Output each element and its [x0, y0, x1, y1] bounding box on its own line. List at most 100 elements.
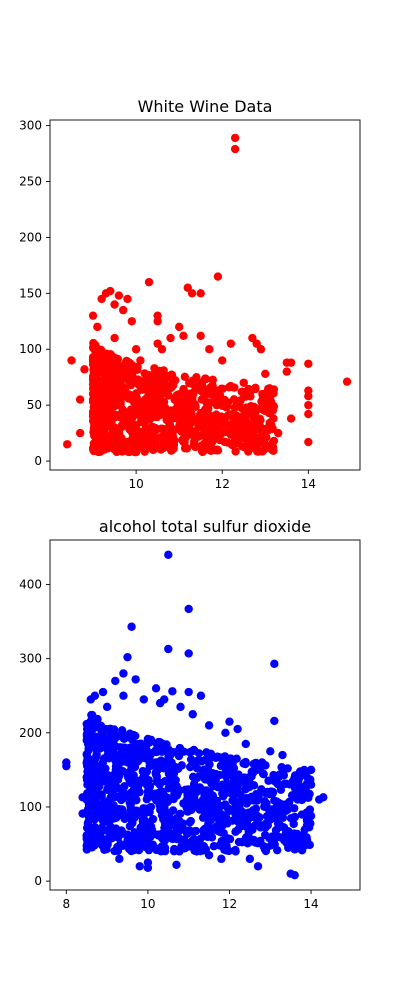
data-point	[231, 847, 239, 855]
data-point	[233, 400, 241, 408]
data-point	[123, 836, 131, 844]
data-point	[151, 434, 159, 442]
data-point	[191, 400, 199, 408]
data-point	[232, 754, 240, 762]
data-point	[188, 289, 196, 297]
data-point	[151, 371, 159, 379]
data-point	[118, 726, 126, 734]
data-point	[203, 791, 211, 799]
data-point	[93, 363, 101, 371]
data-point	[304, 410, 312, 418]
data-point	[205, 345, 213, 353]
data-point	[229, 777, 237, 785]
data-point	[175, 412, 183, 420]
data-point	[127, 381, 135, 389]
data-point	[261, 370, 269, 378]
data-point	[196, 289, 204, 297]
data-point	[194, 840, 202, 848]
data-point	[175, 323, 183, 331]
data-point	[207, 750, 215, 758]
x-tick-label: 10	[140, 897, 155, 911]
data-point	[144, 735, 152, 743]
data-point	[162, 440, 170, 448]
data-point	[193, 774, 201, 782]
data-point	[242, 740, 250, 748]
data-point	[184, 688, 192, 696]
data-point	[246, 794, 254, 802]
data-point	[132, 345, 140, 353]
x-tick-label: 12	[222, 897, 237, 911]
data-point	[267, 407, 275, 415]
data-point	[196, 332, 204, 340]
data-point	[115, 291, 123, 299]
data-point	[231, 134, 239, 142]
data-point	[307, 812, 315, 820]
data-point	[121, 815, 129, 823]
data-point	[274, 773, 282, 781]
data-point	[104, 771, 112, 779]
data-point	[257, 397, 265, 405]
data-point	[100, 754, 108, 762]
data-point	[258, 758, 266, 766]
data-point	[88, 741, 96, 749]
data-point	[141, 379, 149, 387]
data-point	[231, 787, 239, 795]
data-point	[110, 300, 118, 308]
data-point	[220, 815, 228, 823]
data-point	[128, 317, 136, 325]
data-point	[124, 771, 132, 779]
data-point	[287, 358, 295, 366]
data-point	[118, 807, 126, 815]
data-point	[139, 745, 147, 753]
y-tick-label: 400	[19, 577, 42, 591]
data-point	[89, 412, 97, 420]
y-tick-label: 300	[19, 652, 42, 666]
data-point	[164, 551, 172, 559]
data-point	[106, 407, 114, 415]
data-point	[189, 786, 197, 794]
data-point	[174, 833, 182, 841]
data-point	[93, 323, 101, 331]
data-point	[291, 871, 299, 879]
data-point	[120, 752, 128, 760]
data-point	[245, 834, 253, 842]
data-point	[90, 442, 98, 450]
data-point	[128, 395, 136, 403]
data-point	[286, 836, 294, 844]
data-point	[132, 448, 140, 456]
data-point	[116, 397, 124, 405]
data-point	[103, 818, 111, 826]
data-point	[197, 692, 205, 700]
data-point	[197, 757, 205, 765]
data-point	[109, 742, 117, 750]
data-point	[193, 847, 201, 855]
data-point	[89, 377, 97, 385]
data-point	[147, 749, 155, 757]
data-point	[246, 855, 254, 863]
data-point	[176, 819, 184, 827]
data-point	[140, 441, 148, 449]
data-point	[110, 334, 118, 342]
data-point	[127, 623, 135, 631]
data-point	[304, 360, 312, 368]
data-point	[154, 738, 162, 746]
data-point	[116, 840, 124, 848]
data-point	[265, 426, 273, 434]
data-point	[284, 827, 292, 835]
data-point	[255, 791, 263, 799]
data-point	[83, 751, 91, 759]
data-point	[269, 789, 277, 797]
data-point	[176, 703, 184, 711]
data-point	[119, 306, 127, 314]
data-point	[192, 373, 200, 381]
data-point	[290, 804, 298, 812]
data-point	[319, 793, 327, 801]
data-point	[173, 391, 181, 399]
data-point	[119, 692, 127, 700]
data-point	[87, 711, 95, 719]
data-point	[152, 796, 160, 804]
data-point	[209, 418, 217, 426]
x-tick-label: 10	[128, 477, 143, 491]
data-point	[143, 767, 151, 775]
data-point	[179, 332, 187, 340]
